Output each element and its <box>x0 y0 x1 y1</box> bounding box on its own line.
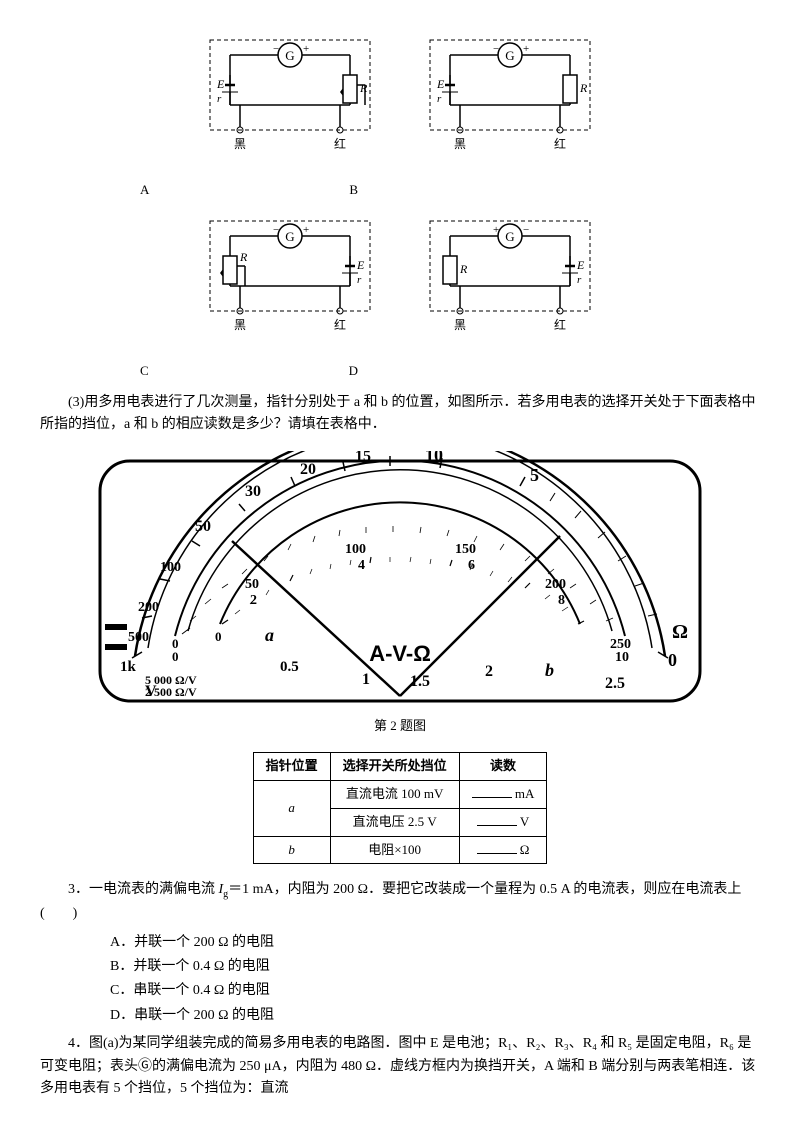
svg-text:15: 15 <box>355 451 371 465</box>
svg-text:E: E <box>216 77 225 91</box>
svg-text:1k: 1k <box>120 659 137 675</box>
circuit-diagram-a: G − + E r R 黑 红 <box>195 30 385 170</box>
svg-text:200: 200 <box>545 577 566 592</box>
svg-text:红: 红 <box>554 136 566 151</box>
svg-text:a: a <box>265 625 274 645</box>
q3-opt-c: C．串联一个 0.4 Ω 的电阻 <box>110 980 760 1002</box>
cell-range-2: 电阻×100 <box>330 836 459 864</box>
svg-text:黑: 黑 <box>454 318 466 332</box>
svg-text:20: 20 <box>300 461 316 478</box>
svg-text:+: + <box>493 224 499 236</box>
svg-text:1: 1 <box>362 671 370 688</box>
svg-text:E: E <box>356 258 365 272</box>
svg-text:r: r <box>217 93 222 105</box>
label-b: B <box>349 180 358 201</box>
svg-text:G: G <box>505 48 514 63</box>
svg-text:0: 0 <box>172 649 179 664</box>
circuit-diagram-b: G − + E r R 黑 红 <box>415 30 605 170</box>
svg-text:红: 红 <box>334 136 346 151</box>
svg-text:0: 0 <box>215 629 222 644</box>
svg-text:5: 5 <box>530 465 539 485</box>
cell-pos-b: b <box>253 836 330 864</box>
th-range: 选择开关所处挡位 <box>330 753 459 781</box>
multimeter-dial: 1k 500 200 100 50 30 20 15 10 5 0 0 0 50 <box>40 451 760 711</box>
svg-text:红: 红 <box>334 317 346 332</box>
svg-text:−: − <box>273 224 279 236</box>
svg-text:0.5: 0.5 <box>280 659 299 675</box>
svg-text:黑: 黑 <box>454 137 466 151</box>
svg-text:500: 500 <box>128 630 149 645</box>
svg-text:Ω: Ω <box>672 621 688 643</box>
svg-text:50: 50 <box>195 518 211 535</box>
cell-range-1: 直流电压 2.5 V <box>330 808 459 836</box>
svg-text:50: 50 <box>245 577 259 592</box>
th-reading: 读数 <box>459 753 547 781</box>
svg-text:r: r <box>357 274 362 286</box>
q3-options: A．并联一个 200 Ω 的电阻 B．并联一个 0.4 Ω 的电阻 C．串联一个… <box>110 932 760 1028</box>
svg-text:G: G <box>505 229 514 244</box>
label-c: C <box>140 361 149 382</box>
svg-text:2.5: 2.5 <box>605 675 625 692</box>
svg-text:150: 150 <box>455 542 476 557</box>
svg-text:G: G <box>285 48 294 63</box>
q3-opt-d: D．串联一个 200 Ω 的电阻 <box>110 1005 760 1027</box>
circuit-labels-cd: C D <box>40 361 760 382</box>
cell-reading-0: mA <box>459 780 547 808</box>
svg-text:100: 100 <box>160 560 181 575</box>
svg-text:+: + <box>303 224 309 236</box>
cell-reading-2: Ω <box>459 836 547 864</box>
svg-text:r: r <box>437 93 442 105</box>
q3-opt-a: A．并联一个 200 Ω 的电阻 <box>110 932 760 954</box>
svg-text:0: 0 <box>668 650 677 670</box>
svg-text:200: 200 <box>138 600 159 615</box>
svg-text:R: R <box>239 250 248 264</box>
th-position: 指针位置 <box>253 753 330 781</box>
svg-text:+: + <box>303 43 309 55</box>
svg-text:30: 30 <box>245 483 261 500</box>
svg-text:10: 10 <box>615 650 629 665</box>
q3-stem: 3．一电流表的满偏电流 Ig＝1 mA，内阻为 200 Ω．要把它改装成一个量程… <box>40 879 760 925</box>
svg-text:r: r <box>577 274 582 286</box>
svg-text:G: G <box>285 229 294 244</box>
cell-reading-1: V <box>459 808 547 836</box>
meter-caption: 第 2 题图 <box>40 716 760 737</box>
circuit-row-2: G − + R E r 黑 红 G + − R <box>40 211 760 351</box>
circuit-row-1: G − + E r R 黑 红 G − + <box>40 30 760 170</box>
svg-text:−: − <box>523 224 529 236</box>
readings-table: 指针位置 选择开关所处挡位 读数 a 直流电流 100 mV mA 直流电压 2… <box>253 752 548 864</box>
q3-opt-b: B．并联一个 0.4 Ω 的电阻 <box>110 956 760 978</box>
svg-text:E: E <box>436 77 445 91</box>
svg-text:100: 100 <box>345 542 366 557</box>
svg-text:−: − <box>493 43 499 55</box>
svg-text:~: ~ <box>120 627 127 641</box>
svg-text:+: + <box>523 43 529 55</box>
label-d: D <box>349 361 358 382</box>
label-a: A <box>140 180 149 201</box>
svg-text:10: 10 <box>425 451 443 465</box>
svg-text:2 500 Ω/V: 2 500 Ω/V <box>145 685 197 699</box>
cell-pos-a: a <box>253 780 330 836</box>
svg-text:−: − <box>273 43 279 55</box>
svg-text:黑: 黑 <box>234 318 246 332</box>
svg-text:E: E <box>576 258 585 272</box>
q4-stem: 4．图(a)为某同学组装完成的简易多用电表的电路图．图中 E 是电池；R₁、R₂… <box>40 1033 760 1100</box>
svg-text:4: 4 <box>358 558 365 573</box>
circuit-labels-ab: A B <box>40 180 760 201</box>
svg-text:黑: 黑 <box>234 137 246 151</box>
circuit-diagram-c: G − + R E r 黑 红 <box>195 211 385 351</box>
svg-text:R: R <box>579 81 588 95</box>
svg-text:A-V-Ω: A-V-Ω <box>369 641 431 666</box>
svg-text:R: R <box>359 81 368 95</box>
svg-text:2: 2 <box>485 663 493 680</box>
circuit-diagram-d: G + − R E r 黑 红 <box>415 211 605 351</box>
svg-text:8: 8 <box>558 593 565 608</box>
svg-text:b: b <box>545 660 554 680</box>
cell-range-0: 直流电流 100 mV <box>330 780 459 808</box>
svg-text:R: R <box>459 262 468 276</box>
q2-part3-text: (3)用多用电表进行了几次测量，指针分别处于 a 和 b 的位置，如图所示．若多… <box>40 392 760 437</box>
svg-text:红: 红 <box>554 317 566 332</box>
